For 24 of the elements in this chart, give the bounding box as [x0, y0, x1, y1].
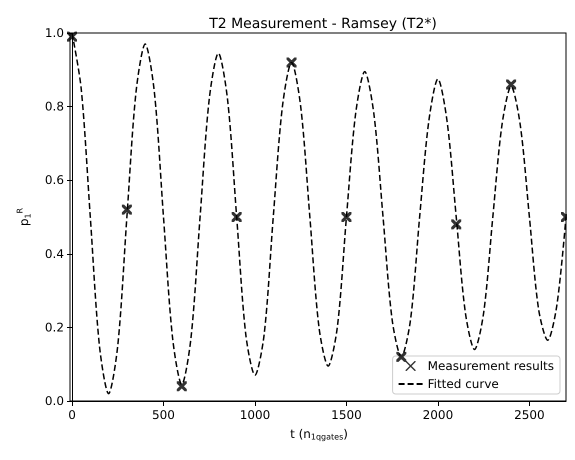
y-tick-label: 0.2 — [44, 320, 64, 334]
y-tick-label: 0.4 — [44, 246, 64, 261]
point — [286, 57, 297, 68]
y-tick-label: 0.0 — [44, 394, 64, 408]
legend-label: Measurement results — [428, 359, 554, 373]
point — [396, 352, 406, 362]
point — [232, 212, 242, 222]
x-tick-label: 1500 — [331, 408, 362, 422]
x-tick-label: 1000 — [240, 408, 270, 422]
y-tick-label: 0.8 — [44, 100, 64, 114]
point — [122, 204, 132, 215]
y-tick-label: 0.6 — [44, 173, 64, 188]
y-axis-title: p1R — [16, 207, 32, 226]
point — [506, 80, 516, 90]
point — [341, 212, 352, 222]
x-tick-label: 0 — [68, 408, 76, 422]
x-tick-label: 500 — [152, 408, 175, 422]
point — [176, 381, 187, 392]
point — [451, 219, 462, 230]
x-tick-label: 2500 — [514, 408, 545, 422]
chart-title: T2 Measurement - Ramsey (T2*) — [208, 16, 437, 32]
x-tick-label: 2000 — [422, 408, 454, 422]
y-tick-label: 1.0 — [44, 26, 64, 40]
legend-label: Fitted curve — [428, 377, 499, 391]
